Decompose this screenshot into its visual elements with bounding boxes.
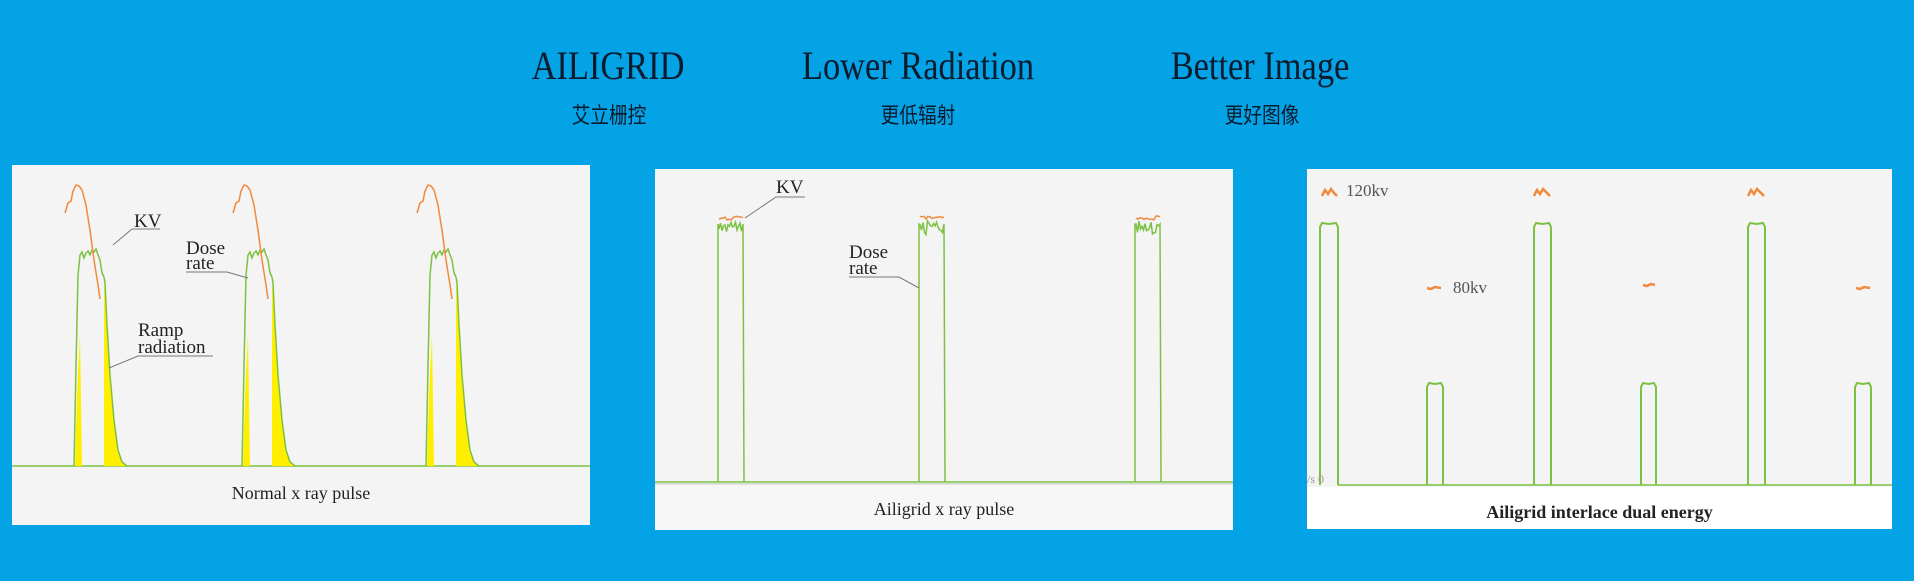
ramp-radiation-area	[272, 283, 295, 466]
kv-leader-line	[745, 197, 805, 218]
header-title: Lower Radiation	[789, 42, 1047, 89]
dose-rate-pulse	[1135, 221, 1161, 482]
low-kv-label: 80kv	[1453, 278, 1487, 298]
dual-energy-diagram	[1307, 169, 1892, 529]
ailigrid-pulse-panel: KV Dose rate Ailigrid x ray pulse	[655, 169, 1233, 530]
kv-curve	[719, 216, 743, 220]
low-kv-mark	[1856, 287, 1870, 289]
dose-rate-label-line2: rate	[186, 255, 214, 272]
dose-rate-curve	[426, 249, 479, 466]
kv-curve	[1136, 216, 1160, 220]
low-kv-mark	[1643, 284, 1655, 286]
kv-label: KV	[134, 213, 161, 230]
ramp-radiation-label-line2: radiation	[138, 339, 206, 356]
dose-rate-pulse	[718, 222, 744, 482]
dose-rate-pulse	[1320, 223, 1338, 485]
kv-curve	[233, 185, 268, 299]
dose-rate-label-line2: rate	[849, 260, 877, 277]
kv-curve	[417, 185, 452, 299]
high-kv-mark	[1534, 189, 1550, 196]
header-title: Better Image	[1131, 42, 1389, 89]
ramp-radiation-area	[456, 283, 479, 466]
dose-rate-pulse	[1641, 383, 1656, 485]
ramp-radiation-area	[104, 283, 127, 466]
normal-pulse-diagram	[12, 165, 590, 525]
header-subtitle: 艾立栅控	[524, 98, 694, 130]
panel-caption: Ailigrid interlace dual energy	[1307, 502, 1892, 523]
panel-caption: Normal x ray pulse	[12, 483, 590, 504]
axis-label: /s 0	[1307, 472, 1324, 487]
dose-rate-pulse	[1534, 223, 1551, 485]
header-title: AILIGRID	[479, 42, 737, 89]
high-kv-label: 120kv	[1346, 181, 1389, 201]
dose-rate-pulse	[1748, 223, 1765, 485]
normal-pulse-panel: KV Dose rate Ramp radiation Normal x ray…	[12, 165, 590, 525]
kv-curve	[920, 216, 944, 219]
dose-rate-pulse	[1427, 383, 1443, 485]
dose-rate-curve	[74, 249, 127, 466]
header-subtitle: 更低辐射	[833, 98, 1003, 130]
dose-rate-pulse	[1855, 383, 1871, 485]
kv-label: KV	[776, 179, 803, 196]
dual-energy-panel: 120kv 80kv /s 0 Ailigrid interlace dual …	[1307, 169, 1892, 529]
dose-rate-curve	[242, 249, 295, 466]
ailigrid-pulse-diagram	[655, 169, 1233, 530]
header-subtitle: 更好图像	[1177, 98, 1347, 130]
low-kv-mark	[1427, 287, 1441, 289]
dose-rate-pulse	[919, 221, 945, 482]
high-kv-mark	[1322, 189, 1337, 196]
kv-curve	[65, 185, 100, 299]
panel-caption: Ailigrid x ray pulse	[655, 499, 1233, 520]
high-kv-mark	[1748, 189, 1764, 196]
